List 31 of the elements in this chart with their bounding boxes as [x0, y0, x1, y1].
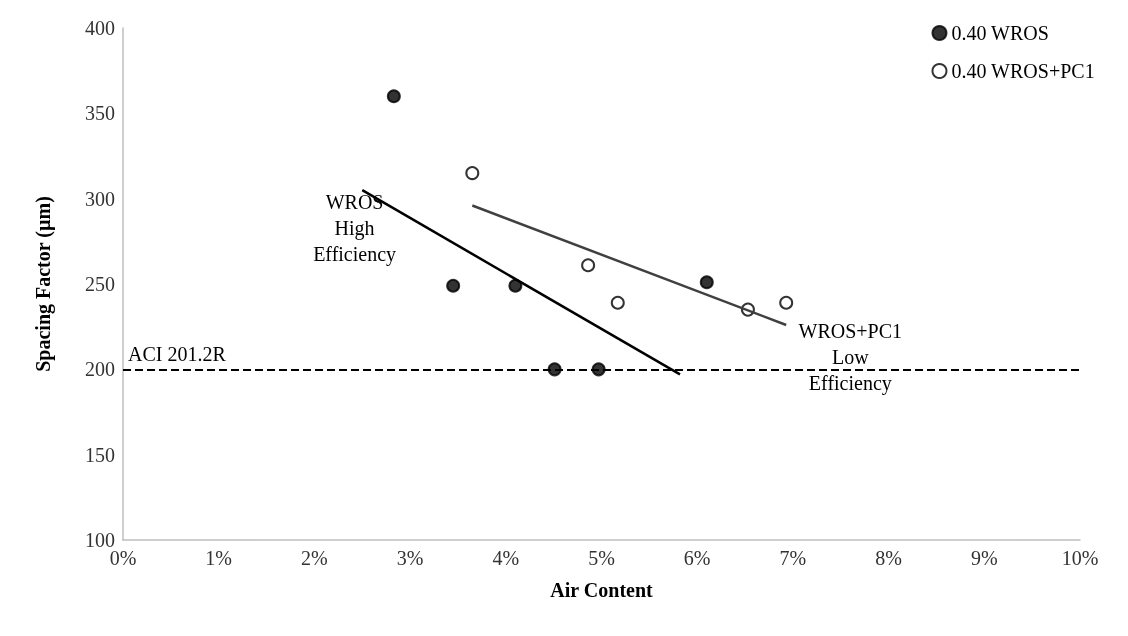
point [610, 295, 625, 310]
y-tick-label: 300 [85, 187, 115, 210]
y-tick-label: 200 [85, 358, 115, 381]
x-tick-label: 10% [1061, 547, 1099, 569]
point [581, 258, 596, 273]
legend-label: 0.40 WROS+PC1 [951, 60, 1095, 82]
annotation: WROS+PC1 Low Efficiency [798, 320, 903, 396]
point [779, 295, 794, 310]
y-tick-label: 150 [85, 443, 115, 466]
y-tick-label: 350 [85, 102, 115, 125]
point [386, 89, 401, 104]
y-tick-label: 250 [85, 273, 115, 295]
x-tick-label: 8% [875, 547, 902, 569]
point [699, 275, 714, 290]
x-tick-label: 1% [205, 547, 233, 569]
y-tick-label: 400 [85, 17, 115, 39]
x-tick-label: 6% [683, 547, 711, 569]
x-axis-title: Air Content [550, 579, 654, 601]
y-axis-title: Spacing Factor (µm) [32, 196, 55, 372]
x-tick-label: 2% [301, 547, 328, 569]
x-tick-label: 7% [779, 547, 807, 569]
point [446, 278, 461, 293]
legend-label: 0.40 WROS [951, 22, 1049, 44]
x-tick-label: 5% [588, 547, 615, 569]
ref-line-label: ACI 201.2R [128, 343, 227, 366]
point [465, 166, 480, 181]
x-tick-label: 4% [492, 547, 520, 569]
point [508, 278, 523, 293]
annotation: WROS High Efficiency [313, 190, 397, 266]
x-tick-label: 9% [970, 547, 998, 569]
x-tick-label: 3% [396, 547, 424, 569]
